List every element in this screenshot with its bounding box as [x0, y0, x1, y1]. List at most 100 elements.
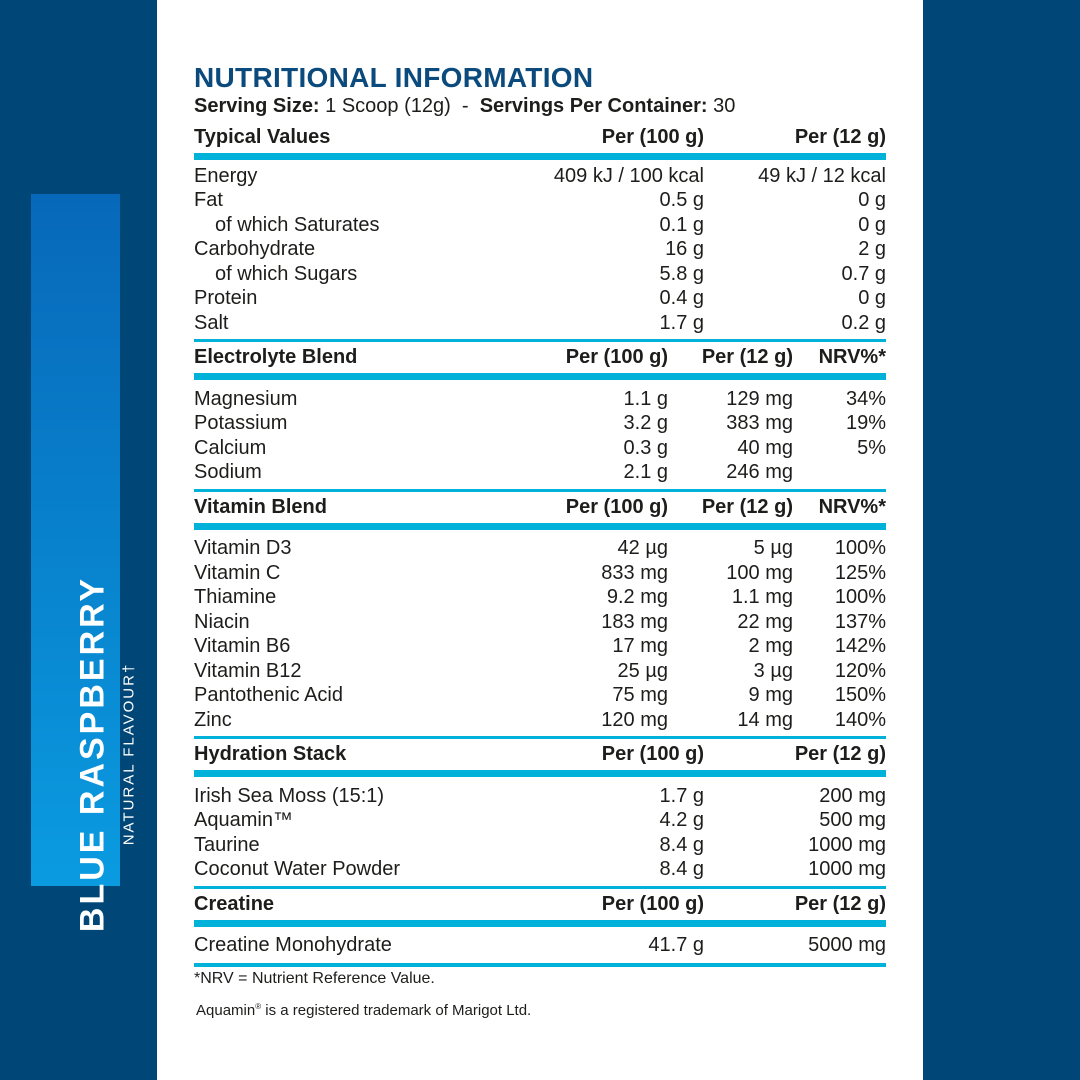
nutrient-name: Fat [194, 189, 223, 212]
nutrient-value: 41.7 g [648, 934, 704, 957]
table-row: Vitamin B6 17 mg 2 mg 142% [194, 634, 886, 659]
section-hydration-stack: Hydration Stack Per (100 g) Per (12 g) Iris… [194, 732, 886, 882]
nutrient-value: 42 µg [617, 537, 668, 560]
section-heading: Typical Values [194, 126, 331, 148]
nutrition-panel [157, 0, 923, 1080]
nutrient-value: 200 mg [819, 784, 886, 807]
nutrient-value: 140% [834, 708, 886, 731]
nutrient-value: 2 mg [748, 635, 793, 658]
nutrient-value: 1.7 g [659, 784, 704, 807]
nutrient-name: Carbohydrate [194, 238, 316, 261]
nutrient-name: Magnesium [194, 387, 298, 410]
nutrient-value: 129 mg [726, 387, 793, 410]
nutrient-value: 0 g [858, 189, 886, 212]
nutrient-value: 1.7 g [659, 311, 704, 334]
table-row: Creatine Monohydrate 41.7 g 5000 mg [194, 933, 886, 958]
nutrient-value: 49 kJ / 12 kcal [758, 164, 886, 187]
nutrient-name: Thiamine [194, 586, 277, 609]
table-row: Vitamin C 833 mg 100 mg 125% [194, 561, 886, 586]
nutrient-value: 8.4 g [659, 833, 704, 856]
section-header: Vitamin Blend Per (100 g) Per (12 g) NRV%* [194, 492, 886, 523]
table-row: Zinc 120 mg 14 mg 140% [194, 708, 886, 733]
nutrient-value: 0.1 g [659, 213, 704, 236]
nutrient-name: Taurine [194, 833, 260, 856]
nutrient-value: 75 mg [612, 684, 668, 707]
nutrient-name: Salt [194, 311, 229, 334]
section-divider [194, 736, 886, 740]
section-header: Creatine Per (100 g) Per (12 g) [194, 889, 886, 920]
table-row: Pantothenic Acid 75 mg 9 mg 150% [194, 683, 886, 708]
nutrient-name: Vitamin B12 [194, 659, 302, 682]
section-typical-values: Typical Values Per (100 g) Per (12 g) Energ… [194, 122, 886, 335]
nrv-footnote: *NRV = Nutrient Reference Value. [194, 970, 435, 987]
table-row: Vitamin B12 25 µg 3 µg 120% [194, 659, 886, 684]
table-row: Magnesium 1.1 g 129 mg 34% [194, 387, 886, 412]
nutrient-value: 0.5 g [659, 189, 704, 212]
nutrient-name: Zinc [194, 708, 232, 731]
table-row: Niacin 183 mg 22 mg 137% [194, 610, 886, 635]
nutrient-value: 100% [834, 586, 886, 609]
serving-info: Serving Size: 1 Scoop (12g) - Servings P… [194, 95, 735, 118]
nutrient-name: of which Sugars [215, 262, 358, 285]
table-row: of which Sugars 5.8 g 0.7 g [194, 262, 886, 287]
nutrient-value: 1.1 mg [731, 586, 793, 609]
nutrient-name: Energy [194, 164, 258, 187]
trademark-word: Aquamin [196, 1002, 256, 1019]
nutrient-name: Coconut Water Powder [194, 858, 401, 881]
header-bar [194, 522, 886, 530]
column-header: Per (12 g) [701, 495, 793, 518]
flavour-strip: BLUE RASPBERRY NATURAL FLAVOUR† [31, 194, 138, 932]
column-header: Per (12 g) [794, 743, 886, 766]
nutrient-value: 9.2 mg [606, 586, 668, 609]
nutrient-value: 19% [845, 412, 886, 435]
nutrient-name: Sodium [194, 461, 262, 484]
nutrient-value: 0.3 g [623, 436, 668, 459]
section-header: Electrolyte Blend Per (100 g) Per (12 g) NR… [194, 342, 886, 373]
table-row: Aquamin™ 4.2 g 500 mg [194, 808, 886, 833]
nutrient-value: 125% [834, 561, 886, 584]
nutrient-name: of which Saturates [215, 213, 380, 236]
section-vitamin-blend: Vitamin Blend Per (100 g) Per (12 g) NRV%* V… [194, 485, 886, 733]
header-bar [194, 770, 886, 778]
servings-per-container-label: Servings Per Container: [479, 95, 708, 117]
column-header: Per (100 g) [601, 892, 704, 915]
nutrient-value: 3 µg [753, 659, 793, 682]
nutrient-value: 5000 mg [808, 934, 886, 957]
nutrient-value: 4.2 g [659, 809, 704, 832]
column-header: Per (100 g) [565, 495, 668, 518]
table-row: Potassium 3.2 g 383 mg 19% [194, 411, 886, 436]
table-row: Coconut Water Powder 8.4 g 1000 mg [194, 857, 886, 882]
section-divider [194, 339, 886, 343]
nutrient-value: 0 g [858, 213, 886, 236]
table-row: of which Saturates 0.1 g 0 g [194, 213, 886, 238]
nutrient-value: 183 mg [601, 610, 668, 633]
nutrient-name: Vitamin B6 [194, 635, 291, 658]
section-heading: Hydration Stack [194, 743, 347, 766]
nutrient-value: 0 g [858, 287, 886, 310]
flavour-type: NATURAL FLAVOUR† [120, 662, 138, 846]
nutrient-value: 500 mg [819, 809, 886, 832]
nutrient-value: 34% [845, 387, 886, 410]
nutrient-value: 8.4 g [659, 858, 704, 881]
nutrient-value: 5.8 g [659, 262, 704, 285]
nutrient-value: 9 mg [748, 684, 793, 707]
nutrient-value: 0.2 g [841, 311, 886, 334]
table-row: Protein 0.4 g 0 g [194, 286, 886, 311]
trademark-text: is a registered trademark of Marigot Ltd… [261, 1002, 532, 1019]
nutrient-value: 0.4 g [659, 287, 704, 310]
column-header: Per (100 g) [565, 346, 668, 369]
nutrient-value: 16 g [665, 238, 704, 261]
nutrient-value: 5% [857, 436, 886, 459]
section-divider [194, 488, 886, 492]
nutrient-name: Irish Sea Moss (15:1) [194, 784, 385, 807]
nutrient-value: 5 µg [753, 537, 793, 560]
nutrient-value: 137% [834, 610, 886, 633]
nutrition-tables: Typical Values Per (100 g) Per (12 g) Energ… [194, 122, 886, 967]
section-heading: Creatine [194, 892, 275, 915]
nutrient-value: 409 kJ / 100 kcal [553, 164, 704, 187]
nutrient-value [793, 460, 886, 485]
table-row: Fat 0.5 g 0 g [194, 188, 886, 213]
section-header: Typical Values Per (100 g) Per (12 g) [194, 122, 886, 153]
nutrient-value: 14 mg [737, 708, 793, 731]
section-divider [194, 885, 886, 889]
